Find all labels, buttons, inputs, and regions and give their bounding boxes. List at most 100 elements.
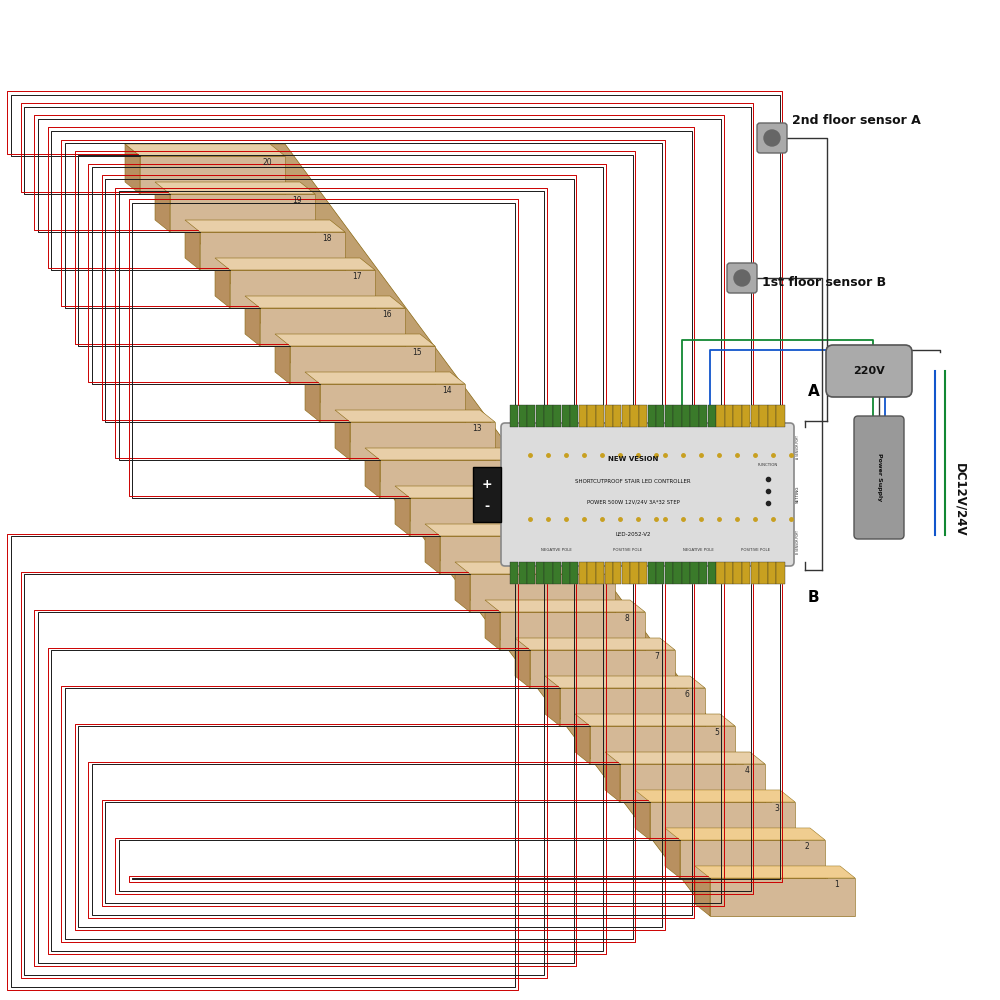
Polygon shape: [305, 372, 320, 422]
Bar: [725, 405, 733, 427]
Polygon shape: [365, 448, 525, 460]
Polygon shape: [665, 828, 825, 840]
Polygon shape: [470, 574, 615, 612]
Polygon shape: [500, 612, 645, 650]
Bar: [536, 405, 544, 427]
Bar: [768, 562, 776, 584]
Text: A SENSOR PORT: A SENSOR PORT: [796, 435, 800, 459]
Bar: [630, 562, 639, 584]
Text: 19: 19: [292, 196, 302, 205]
Bar: [690, 562, 699, 584]
Polygon shape: [155, 182, 315, 194]
Polygon shape: [155, 182, 170, 232]
Polygon shape: [140, 156, 285, 194]
Polygon shape: [425, 524, 585, 536]
Bar: [596, 562, 604, 584]
Polygon shape: [215, 258, 375, 270]
Polygon shape: [185, 220, 200, 270]
Bar: [776, 405, 785, 427]
Bar: [708, 562, 716, 584]
Bar: [768, 405, 776, 427]
Bar: [656, 405, 664, 427]
Text: B SENSOR PORT: B SENSOR PORT: [796, 530, 800, 554]
Text: NEGATIVE POLE: NEGATIVE POLE: [541, 548, 572, 552]
Polygon shape: [320, 384, 465, 422]
Circle shape: [764, 130, 780, 146]
Polygon shape: [695, 866, 855, 878]
Text: 5: 5: [715, 728, 719, 737]
Bar: [639, 562, 647, 584]
Bar: [716, 562, 725, 584]
Bar: [510, 562, 518, 584]
Bar: [656, 562, 664, 584]
Text: 14: 14: [442, 386, 452, 395]
Bar: [553, 562, 561, 584]
Polygon shape: [575, 714, 735, 726]
Polygon shape: [635, 790, 795, 802]
Polygon shape: [635, 790, 795, 802]
Text: LED-2052-V2: LED-2052-V2: [616, 532, 651, 537]
FancyBboxPatch shape: [501, 423, 794, 566]
Polygon shape: [125, 144, 140, 194]
Bar: [725, 562, 733, 584]
Polygon shape: [560, 688, 705, 726]
Polygon shape: [260, 308, 405, 346]
Polygon shape: [335, 410, 495, 422]
Polygon shape: [125, 144, 285, 156]
Bar: [570, 405, 578, 427]
Polygon shape: [575, 714, 590, 764]
Text: 2nd floor sensor A: 2nd floor sensor A: [792, 114, 921, 127]
Text: B: B: [808, 590, 820, 605]
Text: 12: 12: [502, 462, 512, 471]
Polygon shape: [680, 840, 825, 878]
Bar: [587, 405, 596, 427]
Text: 8: 8: [625, 614, 629, 623]
Text: POSITIVE POLE: POSITIVE POLE: [741, 548, 770, 552]
Bar: [751, 562, 759, 584]
Polygon shape: [200, 232, 345, 270]
Polygon shape: [275, 334, 435, 346]
Bar: [733, 562, 742, 584]
Bar: [639, 405, 647, 427]
Polygon shape: [515, 638, 530, 688]
Polygon shape: [350, 422, 495, 460]
Polygon shape: [710, 878, 855, 916]
Bar: [759, 405, 768, 427]
Bar: [473, 467, 501, 522]
Bar: [699, 562, 707, 584]
Polygon shape: [665, 828, 825, 840]
Polygon shape: [125, 144, 855, 916]
Text: 1st floor sensor B: 1st floor sensor B: [762, 276, 886, 290]
Bar: [605, 562, 613, 584]
Polygon shape: [395, 486, 410, 536]
Polygon shape: [605, 752, 765, 764]
Bar: [527, 562, 535, 584]
Bar: [648, 405, 656, 427]
Polygon shape: [380, 460, 525, 498]
Bar: [648, 562, 656, 584]
Text: FUNCTION: FUNCTION: [758, 463, 778, 467]
FancyBboxPatch shape: [757, 123, 787, 153]
FancyBboxPatch shape: [727, 263, 757, 293]
Bar: [733, 405, 742, 427]
Polygon shape: [440, 536, 585, 574]
Polygon shape: [365, 448, 380, 498]
Text: 2: 2: [805, 842, 809, 851]
Bar: [690, 405, 699, 427]
Bar: [527, 405, 535, 427]
Text: NEW VESION: NEW VESION: [608, 456, 658, 462]
Polygon shape: [395, 486, 555, 498]
Text: 18: 18: [322, 234, 332, 243]
Text: +: +: [482, 478, 492, 490]
Bar: [587, 562, 596, 584]
Bar: [665, 562, 673, 584]
Polygon shape: [275, 334, 290, 384]
FancyBboxPatch shape: [854, 416, 904, 539]
Bar: [579, 562, 587, 584]
Bar: [570, 562, 578, 584]
Bar: [673, 405, 682, 427]
Polygon shape: [290, 346, 435, 384]
Polygon shape: [485, 600, 645, 612]
Text: SHORTCUTPROOF STAIR LED CONTROLLER: SHORTCUTPROOF STAIR LED CONTROLLER: [575, 479, 691, 484]
Bar: [682, 562, 690, 584]
